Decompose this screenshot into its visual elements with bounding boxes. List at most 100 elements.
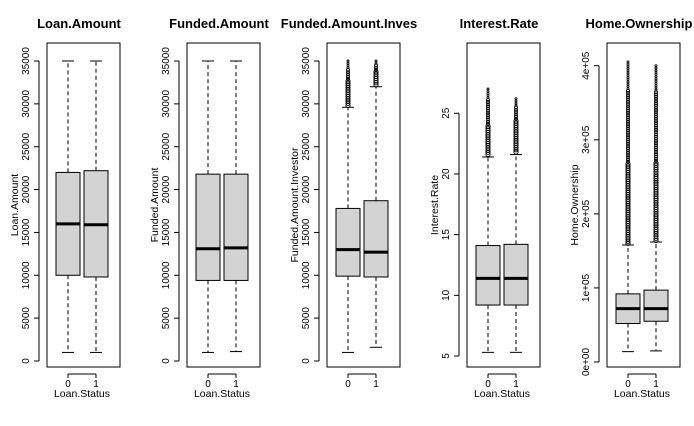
box-iqr — [475, 245, 501, 306]
outlier-point — [626, 64, 630, 68]
outlier-point — [486, 102, 490, 107]
outlier-point — [625, 161, 631, 167]
y-tick-label: 20 — [441, 168, 452, 180]
outlier-point — [626, 119, 630, 124]
outlier-point — [654, 123, 658, 128]
outlier-point — [514, 99, 518, 103]
outlier-point — [626, 60, 630, 64]
outlier-point — [654, 101, 658, 106]
outlier-point — [653, 162, 659, 168]
outlier-point — [346, 76, 350, 81]
box-iqr — [363, 200, 389, 278]
outlier-point — [626, 71, 630, 75]
outlier-point — [654, 103, 658, 108]
y-axis-label: Funded.Amount — [149, 168, 161, 243]
y-tick-label: 25000 — [301, 132, 312, 160]
outlier-point — [626, 153, 630, 157]
outlier-point — [654, 114, 658, 119]
outlier-point — [654, 141, 658, 146]
plot-frame — [326, 42, 401, 368]
outlier-point — [373, 71, 379, 77]
outlier-point — [654, 64, 658, 68]
y-axis-label: Home.Ownership — [569, 164, 581, 245]
outlier-point — [486, 91, 490, 95]
outlier-point — [486, 115, 490, 120]
box-iqr — [195, 173, 221, 281]
outlier-point — [654, 73, 658, 77]
outlier-point — [654, 112, 658, 117]
outlier-point — [486, 104, 490, 109]
outlier-point — [654, 145, 658, 150]
outlier-point — [514, 107, 518, 112]
outlier-point — [346, 74, 350, 79]
outlier-point — [626, 67, 630, 71]
outlier-point — [626, 106, 630, 111]
outlier-point — [626, 97, 630, 102]
plot-frame — [606, 42, 681, 368]
y-tick-label: 10000 — [301, 261, 312, 289]
outlier-point — [654, 110, 658, 115]
y-tick-label: 5000 — [301, 307, 312, 330]
outlier-point — [626, 117, 630, 122]
box-iqr — [223, 173, 249, 281]
plot-frame — [186, 42, 261, 368]
y-tick-label: 20000 — [21, 175, 32, 203]
y-tick-label: 10 — [441, 289, 452, 301]
chart-panel: Loan.Amount 0 5000 10000 15000 20000 25000 3000… — [9, 16, 122, 400]
outlier-point — [514, 114, 518, 119]
outlier-point — [654, 134, 658, 139]
y-tick-label: 25 — [441, 107, 452, 119]
outlier-point — [654, 143, 658, 148]
outlier-point — [654, 84, 658, 88]
x-tick-label: 1 — [653, 379, 659, 390]
y-tick-label: 15000 — [21, 218, 32, 246]
outlier-point — [626, 115, 630, 120]
x-tick-label: 1 — [233, 379, 239, 390]
outlier-point — [626, 130, 630, 135]
outlier-point — [486, 89, 490, 93]
y-tick-label: 35000 — [161, 47, 172, 75]
outlier-point — [626, 99, 630, 104]
outlier-point — [654, 99, 658, 104]
y-tick-label: 20000 — [161, 175, 172, 203]
outlier-point — [514, 101, 518, 105]
y-tick-label: 35000 — [21, 47, 32, 75]
outlier-point — [654, 132, 658, 137]
outlier-point — [654, 92, 658, 97]
outlier-point — [626, 122, 630, 126]
outlier-point — [654, 105, 658, 110]
outlier-point — [486, 96, 490, 100]
box-iqr — [643, 289, 669, 322]
y-tick-label: 0 — [21, 358, 32, 364]
outlier-point — [626, 144, 630, 149]
outlier-point — [626, 87, 630, 91]
outlier-point — [626, 73, 630, 77]
panel-title: Home.Ownership — [586, 16, 693, 31]
outlier-point — [626, 135, 630, 140]
outlier-point — [486, 122, 490, 126]
outlier-point — [346, 61, 350, 65]
outlier-point — [486, 106, 490, 111]
outlier-point — [654, 127, 658, 132]
y-tick-label: 5000 — [21, 307, 32, 330]
outlier-point — [513, 118, 519, 124]
outlier-point — [346, 72, 350, 77]
panel-title: Funded.Amount — [169, 16, 269, 31]
outlier-point — [654, 94, 658, 99]
outlier-point — [346, 59, 350, 63]
x-tick-label: 0 — [625, 379, 631, 390]
outlier-point — [626, 95, 630, 100]
outlier-point — [626, 126, 630, 131]
outlier-point — [654, 138, 658, 143]
y-tick-label: 2e+05 — [581, 199, 592, 228]
y-tick-label: 10000 — [161, 261, 172, 289]
y-tick-label: 0 — [301, 358, 312, 364]
outlier-point — [626, 146, 630, 151]
outlier-point — [654, 136, 658, 141]
outlier-point — [514, 110, 518, 115]
outlier-point — [654, 86, 658, 90]
panel-title: Interest.Rate — [460, 16, 539, 31]
outlier-point — [486, 87, 490, 91]
outlier-point — [626, 155, 630, 160]
outlier-point — [654, 150, 658, 154]
